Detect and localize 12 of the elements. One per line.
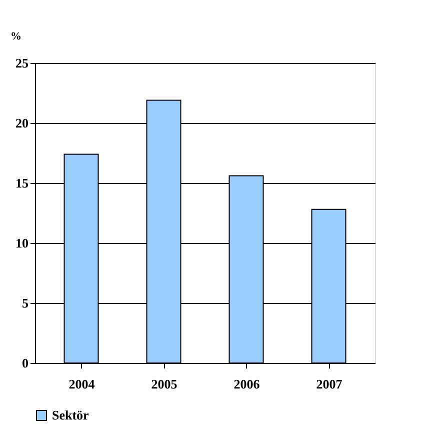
y-tick-label: 5 bbox=[22, 296, 29, 310]
y-tick-label: 15 bbox=[16, 176, 29, 190]
y-tick-label: 10 bbox=[16, 236, 28, 250]
legend-label: Sektör bbox=[52, 408, 90, 422]
x-tick-label: 2007 bbox=[316, 376, 343, 392]
y-tick-label: 25 bbox=[16, 56, 29, 70]
y-tick-label: 20 bbox=[16, 116, 28, 130]
y-axis-title: % bbox=[10, 30, 22, 42]
y-tick-label: 0 bbox=[22, 356, 28, 370]
x-tick-label: 2006 bbox=[234, 376, 260, 392]
x-tick-label: 2005 bbox=[151, 376, 178, 392]
x-tick-label: 2004 bbox=[68, 376, 96, 392]
